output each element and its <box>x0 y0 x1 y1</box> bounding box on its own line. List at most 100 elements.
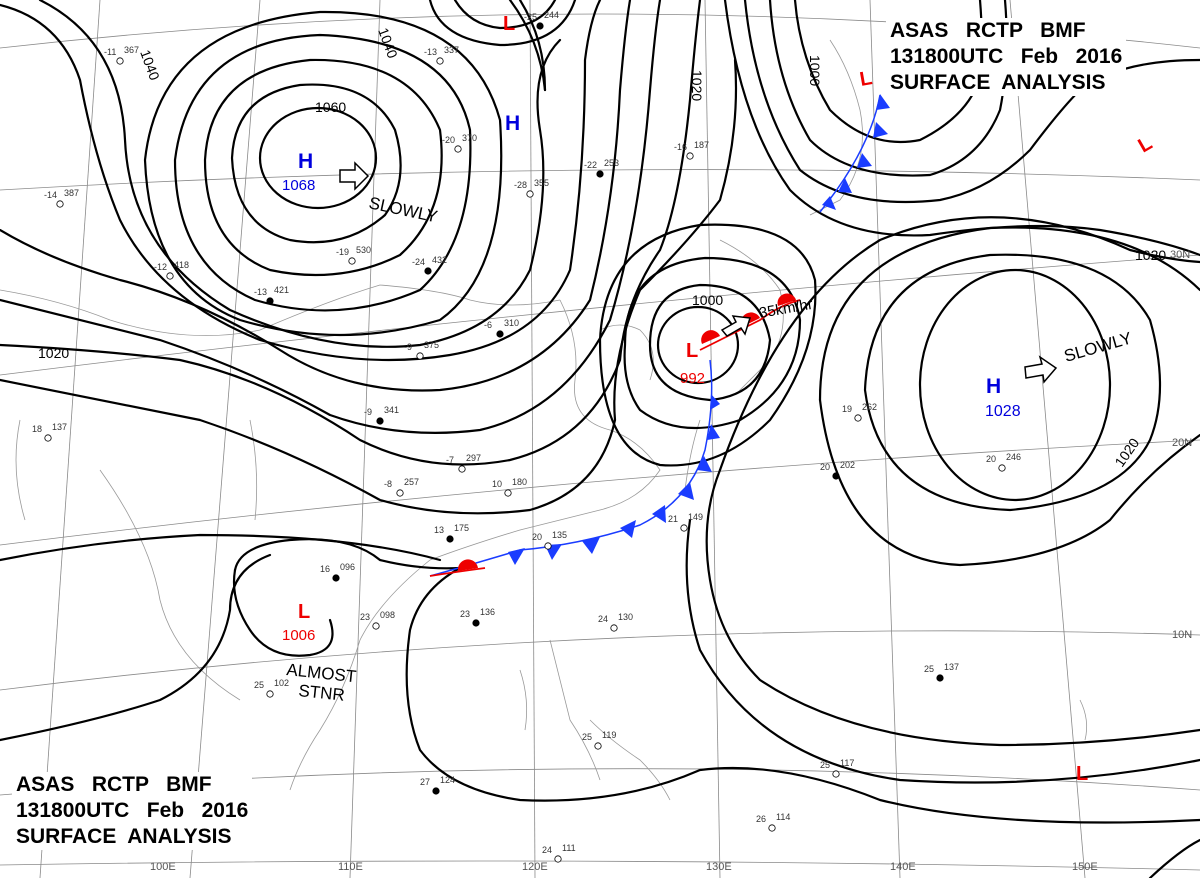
station-pressure: 135 <box>552 530 567 540</box>
station-pressure: 096 <box>340 562 355 572</box>
longitude-label: 130E <box>706 861 732 873</box>
station-circle-icon <box>496 330 504 338</box>
station-pressure: 262 <box>862 402 877 412</box>
station-plot: 26 114 <box>756 812 790 832</box>
station-circle-icon <box>424 267 432 275</box>
header-title: SURFACE ANALYSIS <box>16 825 232 848</box>
station-circle-icon <box>686 152 694 160</box>
station-temperature: 25 <box>924 664 934 674</box>
station-circle-icon <box>526 190 534 198</box>
station-circle-icon <box>44 434 52 442</box>
station-circle-icon <box>544 542 552 550</box>
station-plot: -16 187 <box>674 140 709 160</box>
station-circle-icon <box>266 297 274 305</box>
longitude-label: 120E <box>522 861 548 873</box>
station-temperature: 23 <box>460 609 470 619</box>
warm-front <box>429 293 801 577</box>
station-plot: 25 102 <box>254 678 289 698</box>
station-plot: 25 137 <box>924 662 959 682</box>
station-plot: 20 246 <box>986 452 1021 472</box>
station-circle-icon <box>166 272 174 280</box>
low-center-northeast: L <box>858 67 874 91</box>
station-temperature: 21 <box>668 514 678 524</box>
station-plot: -8 257 <box>384 477 419 497</box>
station-plot: 16 096 <box>320 562 355 582</box>
station-plot: -19 530 <box>336 245 371 265</box>
station-plot: 24 130 <box>598 612 633 632</box>
station-plot: -11 367 <box>104 45 139 65</box>
motion-arrow-icon <box>339 161 370 191</box>
station-plots: -25 244 -13 337 -20 370 -22 253 -28 355 -16 187 -24 4… <box>32 10 1021 863</box>
low-value: 1006 <box>282 627 315 644</box>
station-pressure: 136 <box>480 607 495 617</box>
station-pressure: 117 <box>840 758 854 768</box>
station-circle-icon <box>116 57 124 65</box>
station-plot: -28 355 <box>514 178 549 198</box>
station-pressure: 137 <box>944 662 959 672</box>
station-temperature: -8 <box>384 479 392 489</box>
station-circle-icon <box>436 57 444 65</box>
low-symbol: L <box>298 601 310 623</box>
low-center-south-china-sea: L 1006 ALMOST STNR <box>282 601 357 705</box>
station-pressure: 137 <box>52 422 67 432</box>
station-pressure: 114 <box>776 812 790 822</box>
station-pressure: 253 <box>604 158 619 168</box>
station-circle-icon <box>610 624 618 632</box>
station-circle-icon <box>596 170 604 178</box>
station-pressure: 119 <box>602 730 616 740</box>
high-value: 1028 <box>985 403 1021 420</box>
station-temperature: -14 <box>44 190 57 200</box>
station-plot: 18 137 <box>32 422 67 442</box>
station-plot: -7 297 <box>446 453 481 473</box>
graticule-labels: 30N 20N 10N 100E 110E 120E 130E 140E 150… <box>150 249 1192 873</box>
station-pressure: 355 <box>534 178 549 188</box>
header-time: 131800UTC Feb 2016 <box>16 799 249 822</box>
station-circle-icon <box>56 200 64 208</box>
station-circle-icon <box>332 574 340 582</box>
header-agency: ASAS RCTP BMF <box>16 773 212 796</box>
isobar-label: 1020 <box>38 345 69 361</box>
station-temperature: -25 <box>524 12 537 22</box>
station-plot: 24 111 <box>542 843 576 863</box>
station-plot: -24 432 <box>412 255 447 275</box>
station-pressure: 375 <box>424 340 439 350</box>
low-center-north: L <box>503 13 515 35</box>
station-temperature: 16 <box>320 564 330 574</box>
station-temperature: 25 <box>582 732 592 742</box>
station-temperature: 10 <box>492 479 502 489</box>
station-circle-icon <box>432 787 440 795</box>
low-value: 992 <box>680 370 705 387</box>
low-symbol: L <box>1076 763 1088 785</box>
station-temperature: -24 <box>412 257 425 267</box>
station-circle-icon <box>454 145 462 153</box>
station-circle-icon <box>680 524 688 532</box>
station-plot: -12 418 <box>154 260 189 280</box>
isobar-label: 1020 <box>1135 247 1166 263</box>
longitude-label: 110E <box>338 861 363 873</box>
station-temperature: -13 <box>424 47 437 57</box>
station-plot: 27 124 <box>420 775 455 795</box>
isobar-label: 1000 <box>807 55 823 86</box>
longitude-label: 100E <box>150 861 176 873</box>
station-temperature: -9 <box>404 342 412 352</box>
station-plot: -13 421 <box>254 285 289 305</box>
header-title: SURFACE ANALYSIS <box>890 71 1106 94</box>
motion-arrow-icon <box>1024 355 1058 384</box>
low-symbol: L <box>503 13 515 35</box>
station-circle-icon <box>854 414 862 422</box>
station-temperature: 20 <box>986 454 996 464</box>
high-value: 1068 <box>282 177 315 194</box>
station-pressure: 341 <box>384 405 399 415</box>
station-pressure: 530 <box>356 245 371 255</box>
station-pressure: 367 <box>124 45 139 55</box>
station-circle-icon <box>416 352 424 360</box>
station-temperature: -7 <box>446 455 454 465</box>
station-temperature: 24 <box>598 614 608 624</box>
station-plot: -9 375 <box>404 340 439 360</box>
station-circle-icon <box>768 824 776 832</box>
station-circle-icon <box>446 535 454 543</box>
station-pressure: 370 <box>462 133 477 143</box>
station-pressure: 098 <box>380 610 395 620</box>
station-temperature: -20 <box>442 135 455 145</box>
